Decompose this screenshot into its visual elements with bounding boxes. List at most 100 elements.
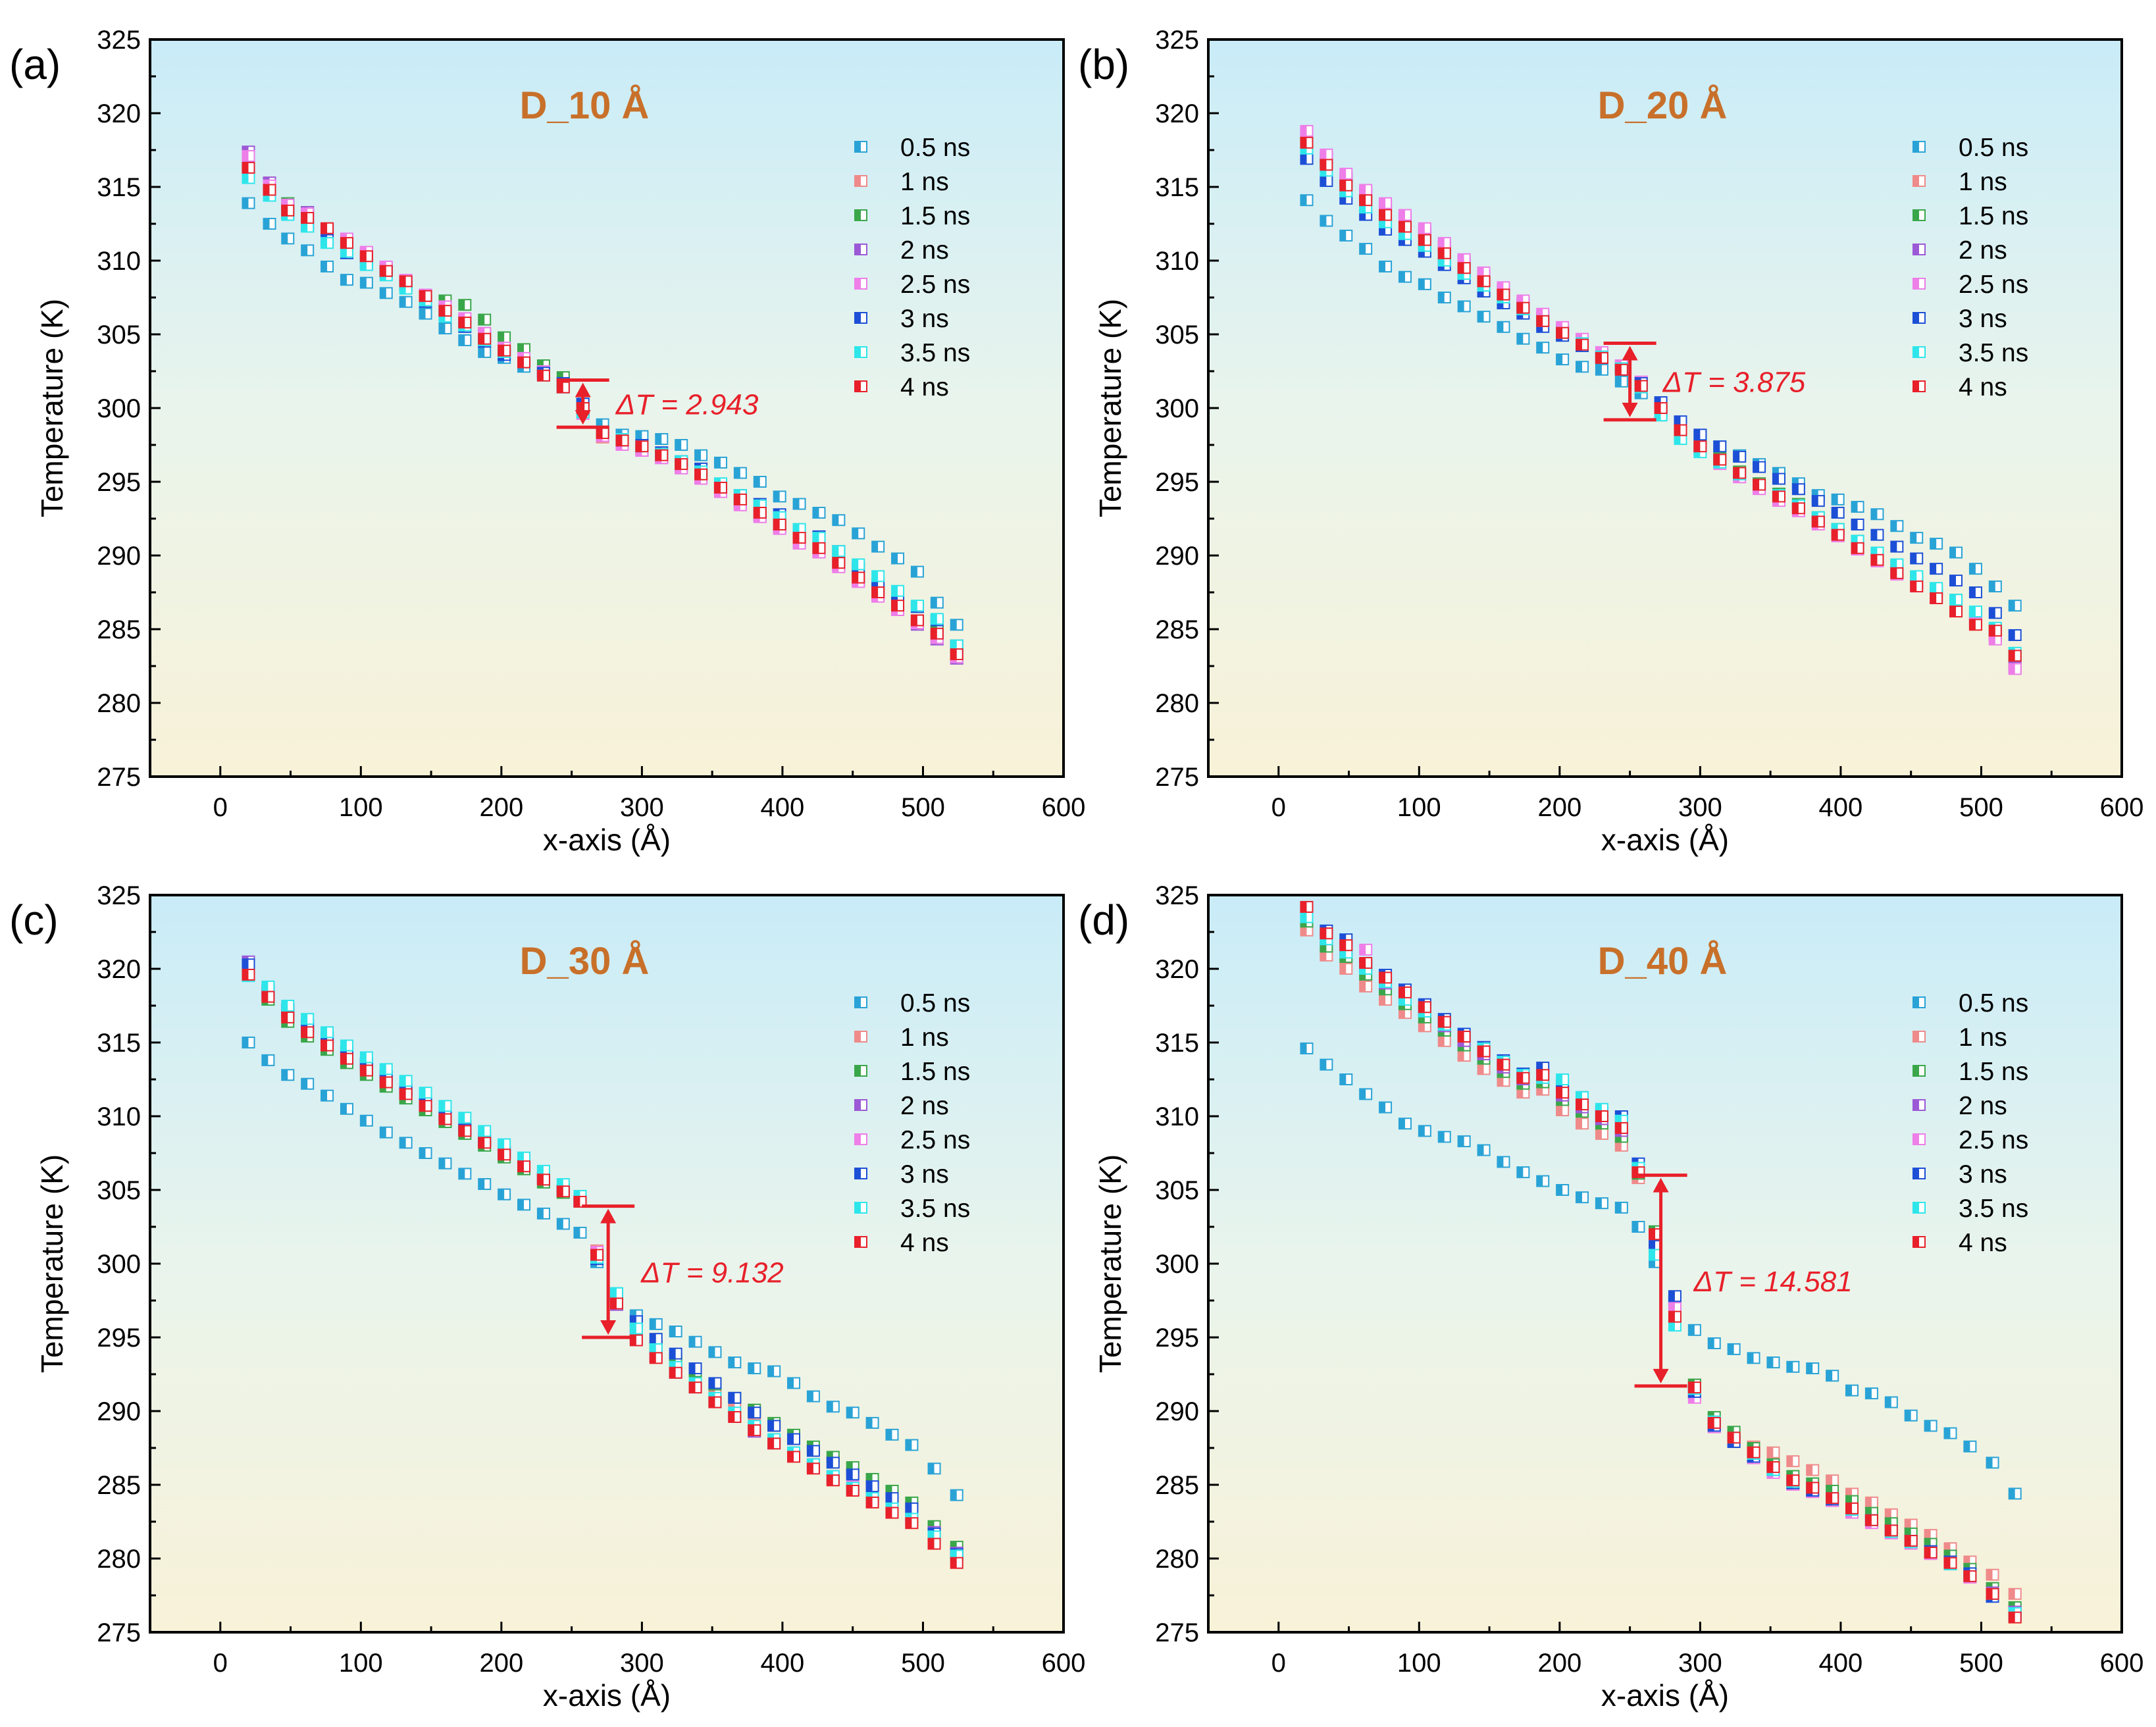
x-tick-label: 0	[213, 793, 228, 822]
y-tick-label: 320	[97, 955, 141, 984]
scatter-point	[930, 613, 944, 625]
scatter-point	[1988, 607, 2002, 619]
x-tick-label: 600	[2100, 793, 2144, 822]
scatter-point	[478, 1137, 492, 1149]
scatter-point	[1379, 971, 1393, 984]
scatter-point	[478, 1125, 492, 1137]
scatter-point	[379, 287, 393, 299]
scatter-point	[399, 1137, 413, 1149]
scatter-point	[1713, 453, 1727, 466]
scatter-point	[806, 1390, 820, 1403]
scatter-point	[536, 1164, 550, 1177]
scatter-point	[517, 356, 531, 369]
scatter-point	[1766, 1446, 1780, 1458]
scatter-point	[379, 1126, 393, 1139]
scatter-point	[1890, 567, 1904, 579]
scatter-point	[2008, 1611, 2022, 1624]
legend: 0.5 ns 1 ns 1.5 ns 2 ns 2.5 ns 3 ns 3.5 ns 4 ns	[1912, 989, 2028, 1257]
delta-t-arrowhead-down	[600, 1320, 617, 1335]
scatter-point	[1516, 1071, 1530, 1084]
scatter-point	[615, 434, 629, 447]
scatter-point	[1930, 563, 1943, 575]
scatter-point	[871, 570, 885, 582]
scatter-point	[1556, 1184, 1570, 1196]
y-tick-label: 275	[1155, 763, 1199, 792]
x-ticks: 0 100 200 300 400 500 600	[1207, 1622, 2143, 1678]
scatter-point	[1727, 1343, 1741, 1355]
scatter-point	[865, 1480, 879, 1493]
scatter-point	[846, 1468, 860, 1481]
scatter-point	[281, 1011, 295, 1023]
scatter-point	[1379, 260, 1393, 272]
scatter-point	[1339, 229, 1353, 242]
scatter-point	[728, 1391, 742, 1404]
scatter-point	[1457, 1135, 1471, 1148]
scatter-point	[713, 481, 727, 494]
scatter-point	[1968, 606, 1982, 618]
x-tick-label: 100	[1397, 793, 1441, 822]
scatter-point	[1339, 179, 1353, 192]
scatter-point	[655, 433, 669, 446]
scatter-point	[1786, 1474, 1800, 1487]
scatter-point	[1634, 380, 1648, 392]
scatter-point	[1890, 520, 1904, 532]
legend-label: 1.5 ns	[1959, 202, 2028, 230]
points	[242, 145, 963, 665]
x-axis-title: x-axis (Å)	[1601, 1678, 1729, 1713]
scatter-point	[438, 1113, 452, 1125]
scatter-point	[694, 468, 708, 480]
legend-item: 3.5 ns	[1912, 1195, 2028, 1223]
scatter-point	[1359, 957, 1373, 969]
legend: 0.5 ns 1 ns 1.5 ns 2 ns 2.5 ns 3 ns 3.5 ns 4 ns	[1912, 134, 2028, 401]
scatter-point	[635, 440, 649, 453]
legend-item: 1 ns	[854, 168, 949, 196]
scatter-point	[1988, 625, 2002, 637]
y-tick-label: 325	[1155, 26, 1199, 55]
y-tick-label: 300	[97, 1250, 141, 1279]
scatter-point	[1668, 1310, 1681, 1323]
scatter-point	[1320, 159, 1333, 171]
scatter-point	[767, 1365, 781, 1378]
x-tick-label: 400	[1819, 1649, 1863, 1678]
scatter-point	[1320, 927, 1333, 940]
x-tick-label: 200	[1537, 1649, 1581, 1678]
scatter-point	[1791, 483, 1805, 496]
scatter-point	[340, 237, 353, 249]
scatter-point	[242, 161, 255, 174]
delta-t-arrowhead-down	[1653, 1368, 1669, 1383]
legend-item: 2.5 ns	[854, 1126, 970, 1154]
scatter-point	[1457, 1050, 1471, 1062]
x-tick-label: 400	[761, 793, 805, 822]
legend-label: 3.5 ns	[1959, 1195, 2028, 1223]
scatter-point	[852, 527, 865, 540]
scatter-point	[846, 1484, 860, 1497]
scatter-point	[910, 565, 924, 578]
scatter-point	[885, 1492, 899, 1505]
scatter-point	[359, 250, 373, 263]
scatter-point	[950, 1557, 963, 1569]
scatter-point	[1943, 1427, 1957, 1439]
y-tick-label: 310	[1155, 247, 1199, 276]
y-tick-label: 275	[1155, 1618, 1199, 1647]
scatter-point	[1733, 467, 1747, 479]
scatter-point	[1693, 440, 1707, 453]
legend-item: 3 ns	[1912, 305, 2007, 333]
scatter-point	[891, 600, 905, 612]
x-tick-label: 500	[1959, 1649, 2003, 1678]
y-ticks: 275 280 285 290 295 300 305 310 315 320 325	[97, 881, 161, 1647]
scatter-point	[1831, 528, 1845, 541]
scatter-point	[1614, 363, 1628, 376]
x-tick-label: 0	[1271, 793, 1286, 822]
scatter-point	[379, 1063, 393, 1075]
scatter-point	[812, 532, 826, 544]
scatter-point	[905, 1517, 919, 1530]
scatter-point	[1595, 1197, 1608, 1210]
scatter-point	[1826, 1474, 1839, 1487]
scatter-point	[1884, 1524, 1898, 1537]
scatter-point	[1930, 592, 1943, 604]
legend-item: 2.5 ns	[1912, 271, 2028, 299]
scatter-point	[1497, 1058, 1510, 1071]
scatter-point	[927, 1537, 941, 1550]
scatter-point	[905, 1439, 919, 1451]
